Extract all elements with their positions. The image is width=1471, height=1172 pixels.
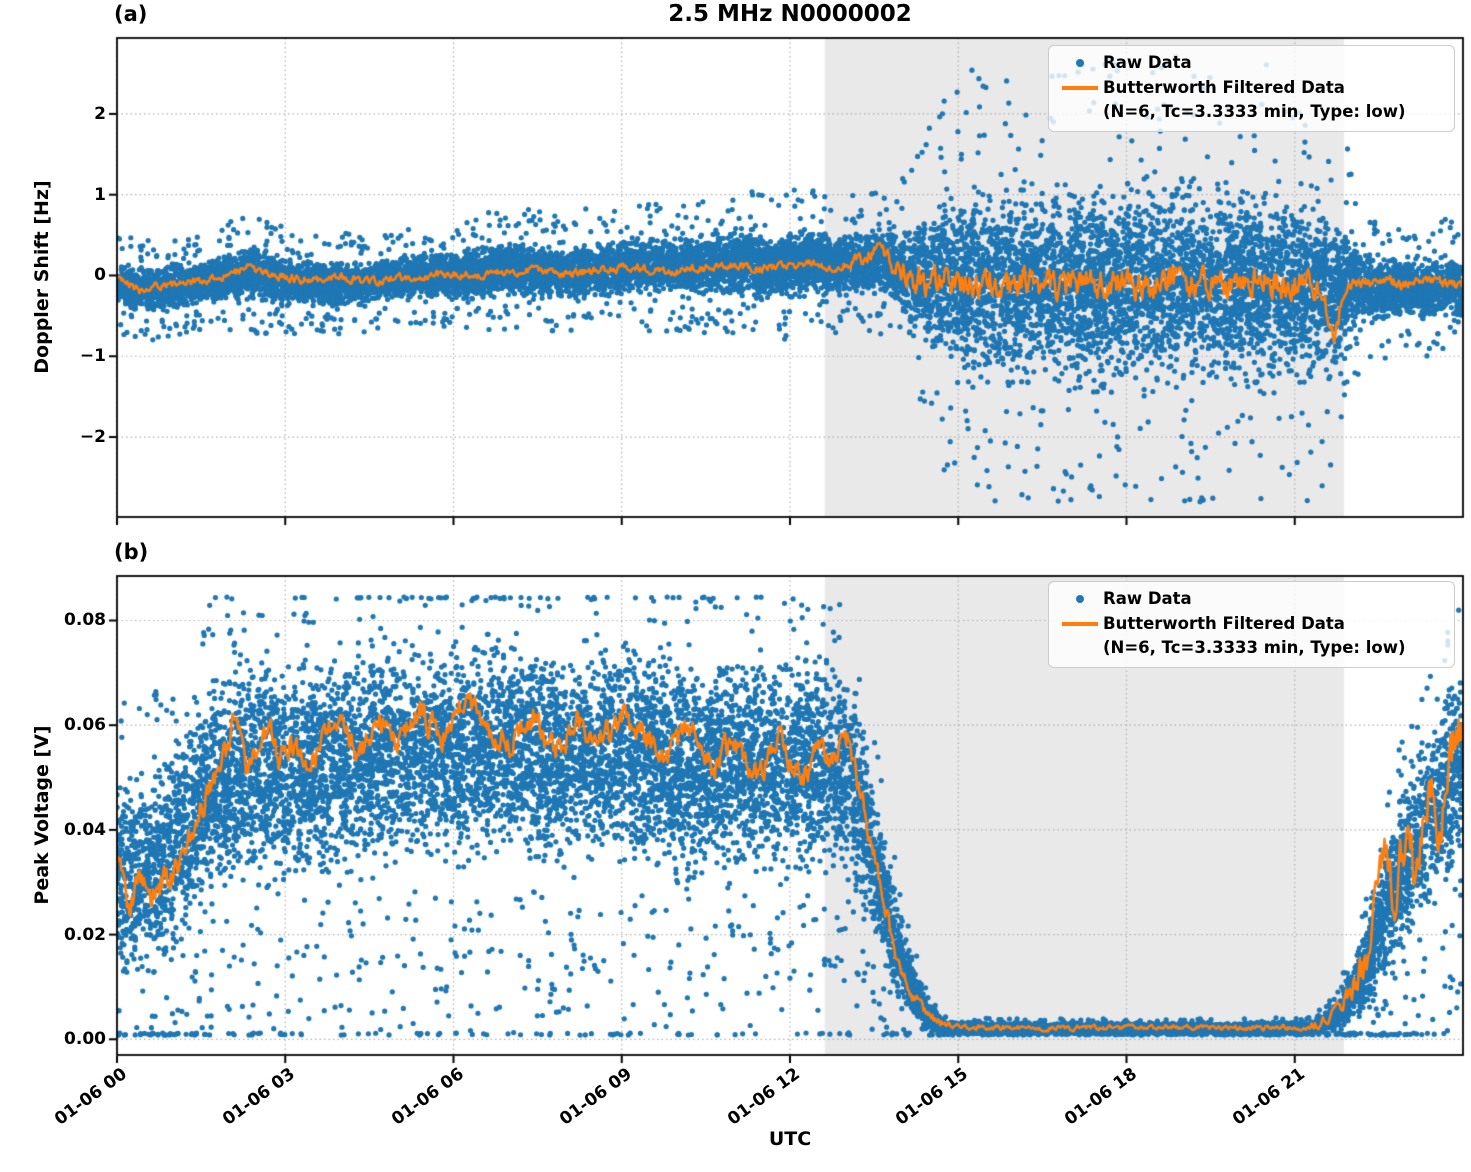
legend-filtered-label-line2: (N=6, Tc=3.3333 min, Type: low) <box>1103 638 1406 657</box>
panel-b-ytick-label: 0.00 <box>64 1029 106 1050</box>
panel-b-legend: Raw Data Butterworth Filtered Data (N=6,… <box>1048 581 1455 668</box>
panel-a-legend: Raw Data Butterworth Filtered Data (N=6,… <box>1048 45 1455 132</box>
panel-b-label: (b) <box>114 540 149 564</box>
panel-b-ylabel: Peak Voltage [V] <box>31 725 53 905</box>
panel-b-ytick-label: 0.04 <box>64 819 106 840</box>
panel-a-ytick-label: 0 <box>94 265 106 286</box>
panel-a-ytick-label: 2 <box>94 103 106 124</box>
raw-data-dot-icon <box>1057 587 1103 611</box>
panel-b-ytick-label: 0.08 <box>64 610 106 631</box>
legend-filtered-entry: Butterworth Filtered Data (N=6, Tc=3.333… <box>1057 76 1444 124</box>
filtered-line-icon <box>1057 76 1103 100</box>
filtered-line-icon <box>1057 612 1103 636</box>
legend-raw-entry: Raw Data <box>1057 587 1444 611</box>
legend-filtered-label-line1: Butterworth Filtered Data <box>1103 78 1345 97</box>
legend-filtered-label-line1: Butterworth Filtered Data <box>1103 614 1345 633</box>
legend-filtered-label-line2: (N=6, Tc=3.3333 min, Type: low) <box>1103 102 1406 121</box>
panel-b-ytick-label: 0.02 <box>64 924 106 945</box>
panel-b-ytick-label: 0.06 <box>64 715 106 736</box>
legend-raw-label: Raw Data <box>1103 589 1192 608</box>
panel-a-ytick-label: 1 <box>94 184 106 205</box>
raw-data-dot-icon <box>1057 51 1103 75</box>
panel-a-label: (a) <box>114 2 148 26</box>
x-axis-label: UTC <box>768 1128 812 1150</box>
legend-raw-label: Raw Data <box>1103 53 1192 72</box>
legend-filtered-label: Butterworth Filtered Data (N=6, Tc=3.333… <box>1103 76 1406 124</box>
figure-title: 2.5 MHz N0000002 <box>668 1 912 27</box>
legend-raw-entry: Raw Data <box>1057 51 1444 75</box>
legend-filtered-label: Butterworth Filtered Data (N=6, Tc=3.333… <box>1103 612 1406 660</box>
panel-a-ytick-label: −2 <box>79 427 106 448</box>
panel-a-ytick-label: −1 <box>79 346 106 367</box>
legend-filtered-entry: Butterworth Filtered Data (N=6, Tc=3.333… <box>1057 612 1444 660</box>
